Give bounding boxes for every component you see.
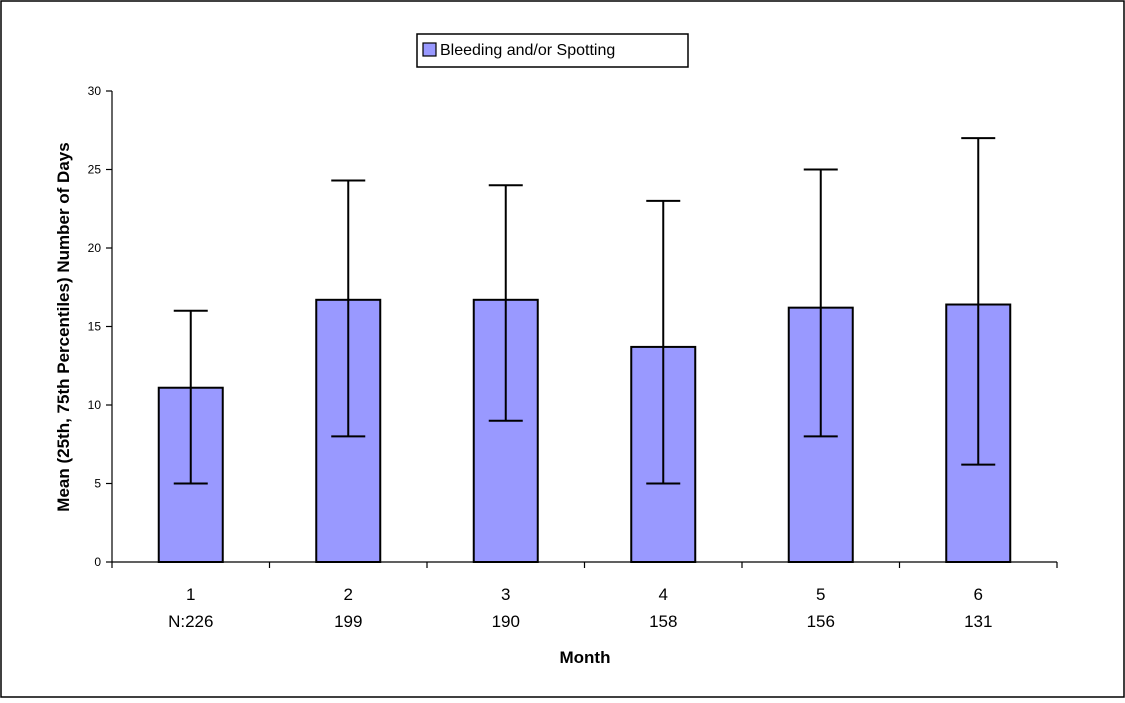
x-tick-label: 2 [344,585,353,604]
x-tick-sublabel: 190 [492,612,520,631]
legend-swatch [422,42,437,57]
x-axis-labels: 1 N:226 2 199 3 190 4 158 5 156 6 131 [168,585,992,631]
legend-label: Bleeding and/or Spotting [440,42,615,59]
x-axis-ticks [111,562,1058,568]
x-tick-sublabel: 199 [334,612,362,631]
x-tick-label: 5 [816,585,825,604]
y-tick-label: 10 [88,398,102,412]
legend: Bleeding and/or Spotting [416,33,689,68]
y-tick-label: 15 [88,320,102,334]
legend-box [416,33,689,68]
error-bars [173,137,996,485]
x-tick-sublabel: 156 [807,612,835,631]
y-tick-label: 5 [94,477,101,491]
x-axis-title: Month [560,648,611,667]
x-tick-label: 4 [659,585,668,604]
x-tick-label: 3 [501,585,510,604]
y-axis-ticks: 0 5 10 15 20 25 30 [88,84,112,569]
x-tick-sublabel: 131 [964,612,992,631]
x-tick-sublabel: 158 [649,612,677,631]
x-tick-label: 1 [186,585,195,604]
y-axis-title: Mean (25th, 75th Percentiles) Number of … [54,142,73,511]
y-tick-label: 20 [88,241,102,255]
y-tick-label: 30 [88,84,102,98]
y-tick-label: 25 [88,163,102,177]
x-tick-sublabel: N:226 [168,612,213,631]
x-tick-label: 6 [974,585,983,604]
y-tick-label: 0 [94,555,101,569]
